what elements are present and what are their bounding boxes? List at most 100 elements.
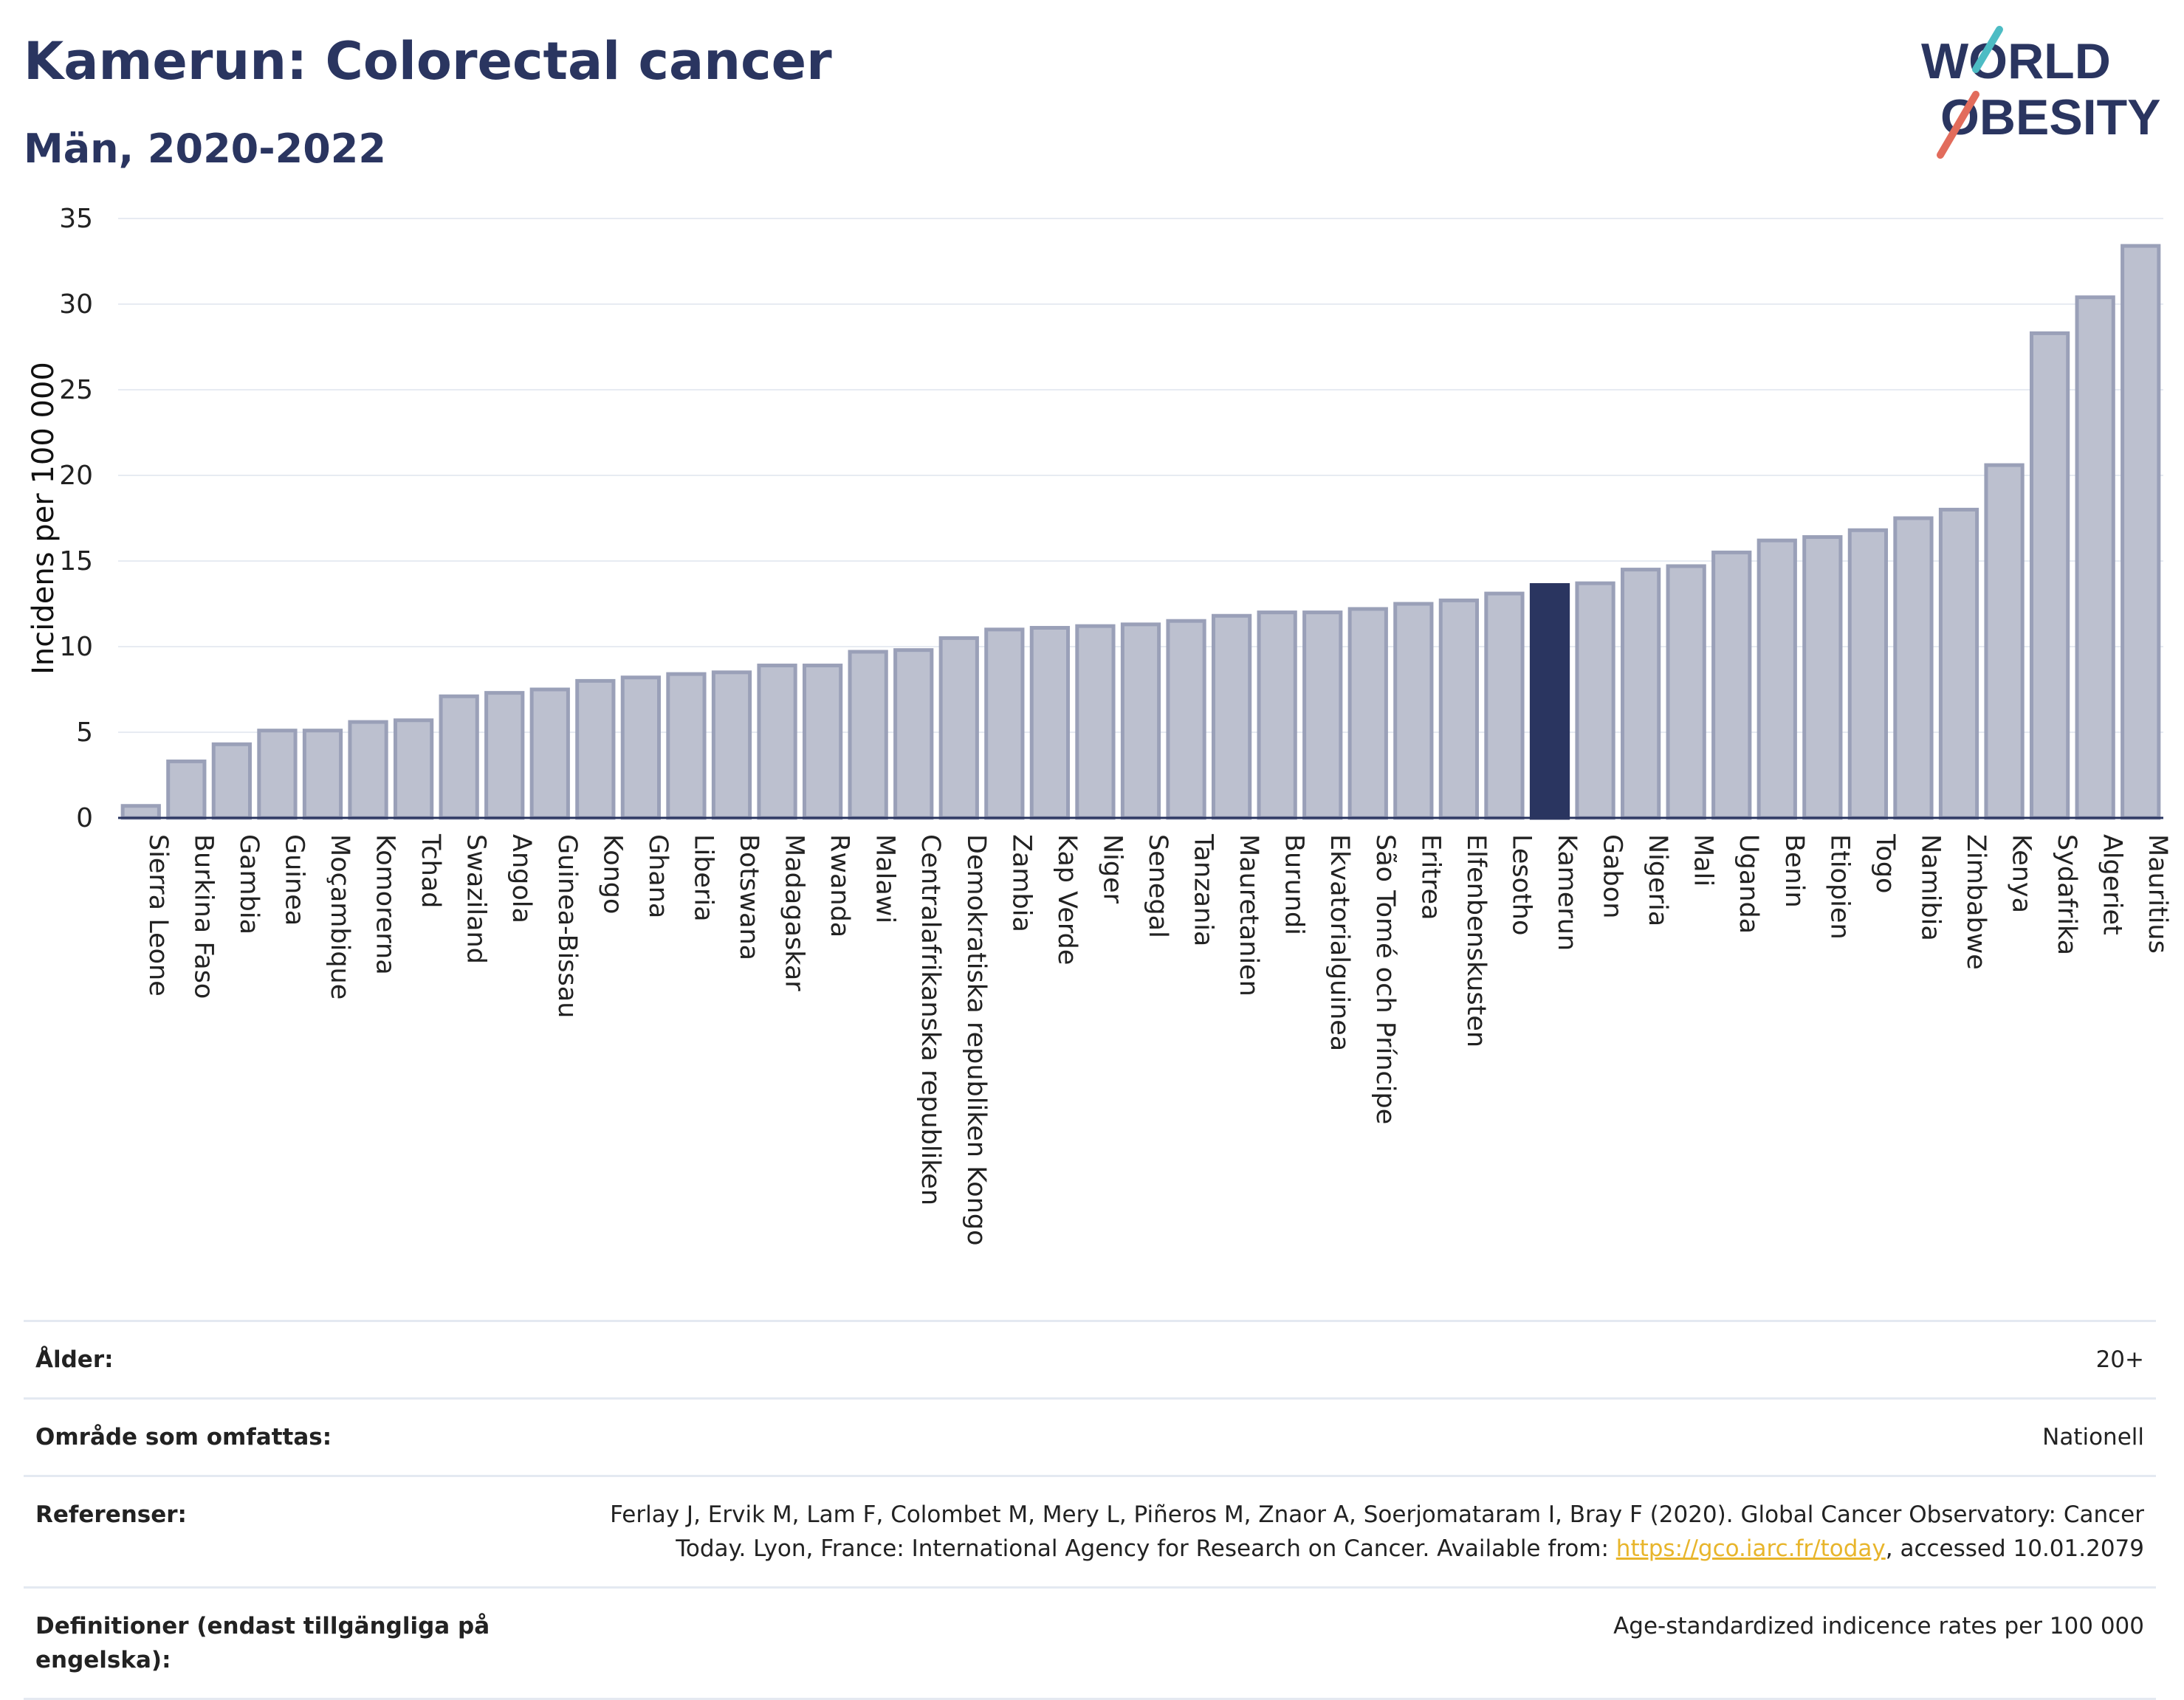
chart-subtitle: Män, 2020-2022: [24, 125, 386, 172]
x-tick-label: Etiopien: [1824, 834, 1854, 940]
x-tick-label: Burundi: [1280, 834, 1309, 935]
x-tick-label: Burkina Faso: [188, 834, 218, 999]
x-tick-label: Nigeria: [1643, 834, 1672, 926]
y-tick-label: 30: [59, 289, 93, 320]
x-tick-label: Madagaskar: [780, 834, 809, 991]
x-tick-label: Gabon: [1598, 834, 1627, 918]
bar: [1575, 581, 1615, 820]
x-tick-label: Liberia: [688, 834, 718, 922]
x-tick-label: Uganda: [1734, 834, 1763, 934]
x-tick-label: Zimbabwe: [1961, 834, 1991, 970]
x-tick-label: Gambia: [234, 834, 264, 935]
bar: [120, 804, 161, 820]
x-tick-label: Kenya: [2007, 834, 2036, 913]
info-row-age: Ålder: 20+: [24, 1320, 2156, 1397]
x-tick-label: Tanzania: [1189, 833, 1218, 946]
x-tick-label: Komorerna: [371, 834, 400, 975]
y-axis-label: Incidens per 100 000: [27, 362, 61, 675]
y-tick-label: 35: [59, 204, 93, 234]
bar: [529, 687, 570, 820]
x-tick-label: Swaziland: [461, 834, 491, 964]
bar: [575, 678, 616, 820]
x-tick-label: Togo: [1870, 833, 1900, 893]
x-tick-label: Centralafrikanska republiken: [916, 834, 945, 1205]
y-tick-labels: 0 5 10 15 20 25 30 35: [59, 204, 93, 833]
bar: [2029, 331, 2070, 820]
bar: [1802, 535, 1843, 820]
x-tick-label: Tchad: [416, 833, 445, 909]
bar: [1620, 568, 1661, 820]
bar: [302, 729, 343, 820]
x-tick-label: Senegal: [1143, 834, 1172, 938]
x-tick-label: Niger: [1097, 834, 1127, 904]
bar: [1938, 507, 1979, 820]
x-tick-label: Algeriet: [2098, 834, 2127, 935]
x-tick-label: Namibia: [1915, 834, 1945, 941]
bar: [848, 650, 888, 820]
bar: [666, 672, 707, 820]
x-tick-label: Ekvatorialguinea: [1325, 834, 1354, 1051]
bar: [1347, 607, 1388, 820]
x-tick-label: Botswana: [734, 834, 763, 960]
logo-slash-teal: [1972, 26, 2003, 73]
x-tick-label: Rwanda: [825, 834, 854, 937]
x-tick-label: Elfenbenskusten: [1461, 834, 1491, 1047]
bar: [393, 718, 434, 820]
x-tick-label: Benin: [1779, 834, 1809, 908]
bar: [1120, 622, 1161, 820]
info-row-definitions: Definitioner (endast tillgängliga på eng…: [24, 1586, 2156, 1700]
bars: [120, 244, 2161, 820]
y-tick-label: 5: [76, 717, 93, 748]
bar: [802, 664, 843, 820]
bar: [1393, 602, 1434, 820]
area-label: Område som omfattas:: [35, 1424, 332, 1450]
bar: [893, 648, 934, 820]
x-tick-label: Angola: [506, 834, 536, 923]
references-label: Referenser:: [35, 1501, 187, 1528]
bar: [1893, 516, 1934, 820]
bar: [1711, 550, 1752, 820]
x-tick-label: Guinea-Bissau: [552, 834, 582, 1018]
bar: [1984, 463, 2025, 820]
bar: [211, 742, 253, 820]
bar: [1075, 624, 1116, 820]
logo-slash-coral: [1937, 91, 1979, 159]
bar: [1029, 625, 1071, 820]
bar: [257, 729, 298, 820]
x-tick-label: Lesotho: [1506, 834, 1536, 935]
y-tick-label: 10: [59, 632, 93, 662]
bar: [938, 636, 979, 820]
y-tick-label: 25: [59, 375, 93, 405]
references-link[interactable]: https://gco.iarc.fr/today: [1615, 1535, 1886, 1562]
x-tick-label: Mauretanien: [1234, 834, 1263, 997]
x-tick-label: Eritrea: [1415, 834, 1445, 920]
bar: [1302, 610, 1343, 820]
bar: [620, 675, 662, 820]
references-suffix: , accessed 10.01.2079: [1885, 1535, 2144, 1562]
x-tick-label: Mali: [1689, 834, 1718, 887]
x-tick-label: Mauritius: [2143, 834, 2172, 954]
x-tick-label: Sierra Leone: [143, 834, 173, 997]
x-tick-label: Kap Verde: [1052, 834, 1082, 965]
references-text: Ferlay J, Ervik M, Lam F, Colombet M, Me…: [610, 1501, 2144, 1562]
info-table: Ålder: 20+ Område som omfattas: Nationel…: [24, 1320, 2156, 1700]
x-tick-label: Ghana: [643, 834, 673, 918]
bar: [2075, 295, 2115, 820]
x-tick-label: Guinea: [279, 834, 309, 926]
x-tick-label: Sydafrika: [2052, 834, 2081, 955]
references-value: Ferlay J, Ervik M, Lam F, Colombet M, Me…: [535, 1498, 2144, 1566]
x-tick-label: Moçambique: [325, 834, 354, 999]
bar: [1757, 538, 1797, 820]
bar: [1438, 598, 1480, 820]
bar: [484, 691, 525, 820]
bar: [1484, 591, 1525, 820]
x-tick-label: Kongo: [597, 834, 627, 914]
x-tick-labels: Sierra Leone Burkina Faso Gambia Guinea Moça…: [143, 833, 2172, 1246]
y-tick-label: 15: [59, 546, 93, 577]
definitions-value: Age-standardized indicence rates per 100…: [1613, 1613, 2144, 1639]
age-value: 20+: [2095, 1346, 2144, 1373]
bar: [348, 720, 388, 820]
bar-chart: 0 5 10 15 20 25 30 35 Sierra Leone Burkina Faso G…: [27, 204, 2172, 1246]
logo-word-world: WORLD: [1921, 33, 2111, 89]
bar: [166, 759, 207, 820]
